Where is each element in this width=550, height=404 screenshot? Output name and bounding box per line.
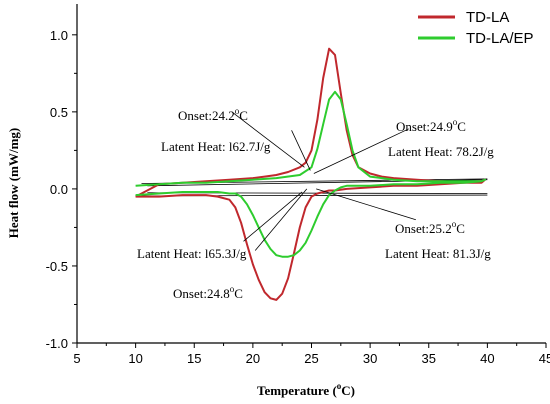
annotation-text: Latent Heat: 81.3J/g [385,246,491,261]
annotation-text: Latent Heat: l62.7J/g [161,139,271,154]
annotation-leader [243,191,303,242]
y-tick-label: 0.5 [50,105,68,120]
annotation-text: Onset:24.9oC [396,117,466,134]
y-tick-label: 0.0 [50,182,68,197]
annotation-text: Latent Heat: 78.2J/g [388,144,494,159]
annotation-leader [254,188,308,251]
x-tick-label: 20 [246,351,260,366]
x-tick-label: 10 [128,351,142,366]
y-tick-label: 1.0 [50,28,68,43]
annotation-leader [313,128,409,174]
series-line-1 [135,47,486,301]
annotation-leader [231,111,305,168]
y-axis-title: Heat flow (mW/mg) [6,128,21,238]
tick-labels: 5 10 15 20 25 30 35 40 45 -1.0 -0.5 0.0 0.5 1.0 [46,28,550,366]
annotation-text: Onset:25.2oC [395,219,465,236]
legend: TD-LA TD-LA/EP [418,9,534,47]
legend-label: TD-LA/EP [466,30,534,47]
annotation-text: Onset:24.8oC [173,284,243,301]
series-line-2 [135,90,486,258]
annotation-leader [291,130,311,171]
x-tick-label: 45 [539,351,550,366]
series-group [135,47,486,301]
legend-label: TD-LA [466,9,509,26]
x-tick-label: 30 [363,351,377,366]
x-tick-label: 5 [73,351,80,366]
y-tick-label: -1.0 [46,336,68,351]
x-tick-label: 35 [422,351,436,366]
x-tick-label: 25 [304,351,318,366]
x-tick-label: 40 [480,351,494,366]
annotation-leaders [231,111,416,251]
annotation-leader [316,188,416,221]
annotations: Onset:24.2oC Latent Heat: l62.7J/g Onset:2… [137,106,494,301]
annotation-text: Onset:24.2oC [178,106,248,123]
x-tick-label: 15 [187,351,201,366]
annotation-text: Latent Heat: l65.3J/g [137,246,247,261]
axes [72,4,547,348]
y-tick-label: -0.5 [46,259,68,274]
x-axis-title: Temperature (oC) [257,381,355,398]
